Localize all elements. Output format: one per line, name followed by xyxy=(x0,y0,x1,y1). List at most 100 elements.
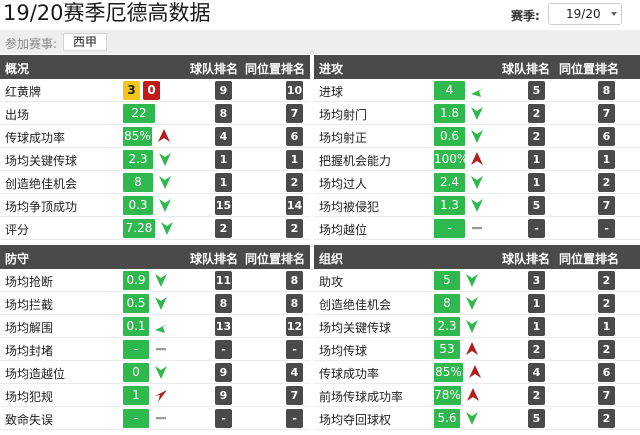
team-rank-badge: 11 xyxy=(215,271,232,290)
team-rank-badge: 13 xyxy=(215,317,232,336)
panel-title: 防守 xyxy=(5,252,30,266)
column-header-team-rank: 球队排名 xyxy=(190,62,239,76)
arrow-down-icon xyxy=(464,318,480,334)
stat-value: 0 xyxy=(123,363,149,382)
stat-value: 2.3 xyxy=(123,150,153,169)
stat-row: 场均封堵 - - - xyxy=(0,338,310,361)
panel-header: 进攻 球队排名 同位置排名 xyxy=(314,55,640,79)
stat-row: 场均射正 0.6 2 6 xyxy=(314,125,640,148)
stat-row: 场均造越位 0 9 4 xyxy=(0,361,310,384)
position-rank-badge: 8 xyxy=(598,81,615,100)
stat-row: 场均关键传球 2.3 1 1 xyxy=(314,315,640,338)
competition-chip-laliga[interactable]: 西甲 xyxy=(63,33,108,51)
stat-value: 85% xyxy=(123,127,152,146)
arrow-up-icon xyxy=(469,151,485,167)
position-rank-badge: 2 xyxy=(598,340,615,359)
position-rank-badge: 2 xyxy=(598,294,615,313)
team-rank-badge: 15 xyxy=(215,196,232,215)
position-rank-badge: 7 xyxy=(286,386,303,405)
stat-label: 前场传球成功率 xyxy=(319,390,404,404)
stat-label: 创造绝佳机会 xyxy=(319,298,392,312)
team-rank-badge: 4 xyxy=(215,127,232,146)
arrow-down-icon xyxy=(159,220,175,236)
stat-label: 场均传球 xyxy=(319,344,368,358)
stat-value: 78% xyxy=(434,386,461,405)
position-rank-badge: 7 xyxy=(286,104,303,123)
panel-defence: 防守 球队排名 同位置排名 场均抢断 0.9 11 8 场均拦截 0.5 8 8 场均解围 0.1 13 1… xyxy=(0,245,310,430)
team-rank-badge: 2 xyxy=(528,104,545,123)
stat-value: 2.3 xyxy=(434,317,460,336)
panel-header: 组织 球队排名 同位置排名 xyxy=(314,245,640,269)
season-selected-value: 19/20 xyxy=(566,7,601,21)
panel-title: 概况 xyxy=(5,62,30,76)
position-rank-badge: 1 xyxy=(598,150,615,169)
arrow-down-icon xyxy=(469,174,485,190)
panel-title: 组织 xyxy=(319,252,344,266)
arrow-down-icon xyxy=(157,197,173,213)
stat-label: 致命失误 xyxy=(5,413,54,427)
stat-row: 前场传球成功率 78% 2 7 xyxy=(314,384,640,407)
team-rank-badge: - xyxy=(215,409,232,428)
stat-label: 助攻 xyxy=(319,275,344,289)
stat-label: 红黄牌 xyxy=(5,85,42,99)
stat-label: 场均造越位 xyxy=(5,367,66,381)
stat-value: 0.1 xyxy=(123,317,149,336)
stat-row: 场均争顶成功 0.3 15 14 xyxy=(0,194,310,217)
column-header-team-rank: 球队排名 xyxy=(502,252,551,266)
panel-organize: 组织 球队排名 同位置排名 助攻 5 3 2 创造绝佳机会 8 1 2 场均关键传球 2.3 1 1 场均传球… xyxy=(314,245,640,430)
competition-filter-label: 参加赛事: xyxy=(5,37,58,51)
stat-value: 53 xyxy=(434,340,460,359)
team-rank-badge: 9 xyxy=(215,81,232,100)
stat-value: 0.3 xyxy=(123,196,153,215)
red-card-count: 0 xyxy=(143,81,160,100)
stat-value: 100% xyxy=(434,150,468,169)
stat-row: 传球成功率 85% 4 6 xyxy=(314,361,640,384)
stat-value: 1.8 xyxy=(434,104,465,123)
team-rank-badge: - xyxy=(215,340,232,359)
stat-row: 场均被侵犯 1.3 5 7 xyxy=(314,194,640,217)
chevron-down-icon xyxy=(611,12,617,16)
panel-title: 进攻 xyxy=(319,62,344,76)
dash-icon xyxy=(469,220,485,236)
stat-label: 场均被侵犯 xyxy=(319,200,380,214)
stat-label: 进球 xyxy=(319,85,344,99)
stat-row: 场均过人 2.4 1 2 xyxy=(314,171,640,194)
panel-header: 防守 球队排名 同位置排名 xyxy=(0,245,310,269)
team-rank-badge: 2 xyxy=(528,340,545,359)
position-rank-badge: 8 xyxy=(286,294,303,313)
panel-attack: 进攻 球队排名 同位置排名 进球 4 5 8 场均射门 1.8 2 7 场均射正 0.6 2 6 把握机会能力… xyxy=(314,55,640,240)
panel-header: 概况 球队排名 同位置排名 xyxy=(0,55,310,79)
stat-label: 评分 xyxy=(5,223,30,237)
stat-label: 场均解围 xyxy=(5,321,54,335)
stat-row: 场均解围 0.1 13 12 xyxy=(0,315,310,338)
stat-row: 场均越位 - - - xyxy=(314,217,640,240)
stat-row: 红黄牌 3 0 9 10 xyxy=(0,79,310,102)
arrow-down-icon xyxy=(469,105,485,121)
stat-label: 创造绝佳机会 xyxy=(5,177,78,191)
arrow-up-icon xyxy=(467,364,483,380)
stat-value: 8 xyxy=(123,173,153,192)
stat-label: 传球成功率 xyxy=(319,367,380,381)
arrow-down-icon xyxy=(153,364,169,380)
stat-row: 致命失误 - - - xyxy=(0,407,310,430)
stat-row: 场均犯规 1 9 7 xyxy=(0,384,310,407)
arrow-down-icon xyxy=(157,151,173,167)
position-rank-badge: - xyxy=(598,219,615,238)
arrow-down-left-icon xyxy=(153,318,169,334)
stat-row: 创造绝佳机会 8 1 2 xyxy=(0,171,310,194)
position-rank-badge: 7 xyxy=(598,196,615,215)
stat-row: 传球成功率 85% 4 6 xyxy=(0,125,310,148)
team-rank-badge: 1 xyxy=(528,150,545,169)
stat-value: 5.6 xyxy=(434,409,460,428)
stat-label: 场均封堵 xyxy=(5,344,54,358)
stat-value: 7.28 xyxy=(123,219,155,238)
position-rank-badge: 7 xyxy=(598,386,615,405)
stat-value: 2.4 xyxy=(434,173,465,192)
stat-label: 场均关键传球 xyxy=(319,321,392,335)
column-header-team-rank: 球队排名 xyxy=(190,252,239,266)
team-rank-badge: 1 xyxy=(528,317,545,336)
position-rank-badge: 2 xyxy=(598,409,615,428)
column-header-position-rank: 同位置排名 xyxy=(559,62,620,76)
stat-value: 1 xyxy=(123,386,149,405)
season-select[interactable]: 19/20 xyxy=(548,3,622,25)
